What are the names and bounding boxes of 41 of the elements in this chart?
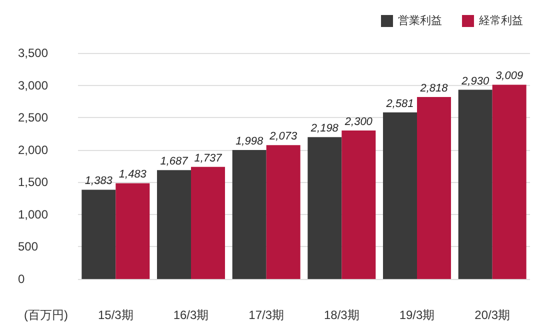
- data-label: 2,930: [460, 75, 490, 88]
- legend-label: 経常利益: [478, 14, 523, 27]
- data-label: 2,581: [385, 98, 414, 110]
- legend-label: 営業利益: [398, 14, 442, 27]
- bar: [116, 183, 150, 279]
- x-tick-label: 20/3期: [474, 308, 510, 322]
- data-label: 1,383: [84, 175, 114, 188]
- y-tick-label: 2,000: [18, 142, 48, 157]
- bar: [308, 137, 342, 279]
- y-axis-title: (百万円): [24, 308, 68, 322]
- x-tick-label: 15/3期: [98, 308, 134, 322]
- data-label: 2,198: [310, 122, 340, 135]
- data-label: 2,300: [344, 116, 374, 128]
- bar: [458, 90, 492, 279]
- data-label: 3,009: [496, 70, 524, 82]
- x-tick-label: 19/3期: [399, 308, 435, 322]
- bar: [383, 112, 417, 279]
- bar: [232, 150, 266, 279]
- bar: [492, 84, 526, 279]
- y-tick-label: 3,500: [18, 46, 48, 60]
- y-tick-label: 0: [18, 272, 25, 286]
- y-tick-label: 2,500: [18, 110, 48, 125]
- x-tick-label: 17/3期: [248, 308, 284, 322]
- bar: [82, 190, 116, 279]
- data-label: 1,737: [194, 152, 223, 164]
- x-tick-label: 18/3期: [324, 308, 360, 322]
- data-label: 2,818: [419, 82, 449, 95]
- x-tick-label: 16/3期: [173, 308, 209, 322]
- bar: [266, 145, 300, 279]
- data-label: 1,998: [236, 135, 264, 148]
- data-label: 1,687: [160, 156, 189, 168]
- data-label: 1,483: [118, 168, 148, 181]
- y-tick-label: 500: [18, 240, 38, 254]
- y-tick-label: 1,000: [18, 207, 48, 222]
- bar: [417, 97, 451, 279]
- data-label: 2,073: [268, 130, 298, 143]
- bar: [342, 130, 376, 279]
- bar: [191, 166, 225, 279]
- y-tick-label: 1,500: [18, 175, 48, 190]
- bar: [157, 170, 191, 279]
- y-tick-label: 3,000: [18, 78, 48, 92]
